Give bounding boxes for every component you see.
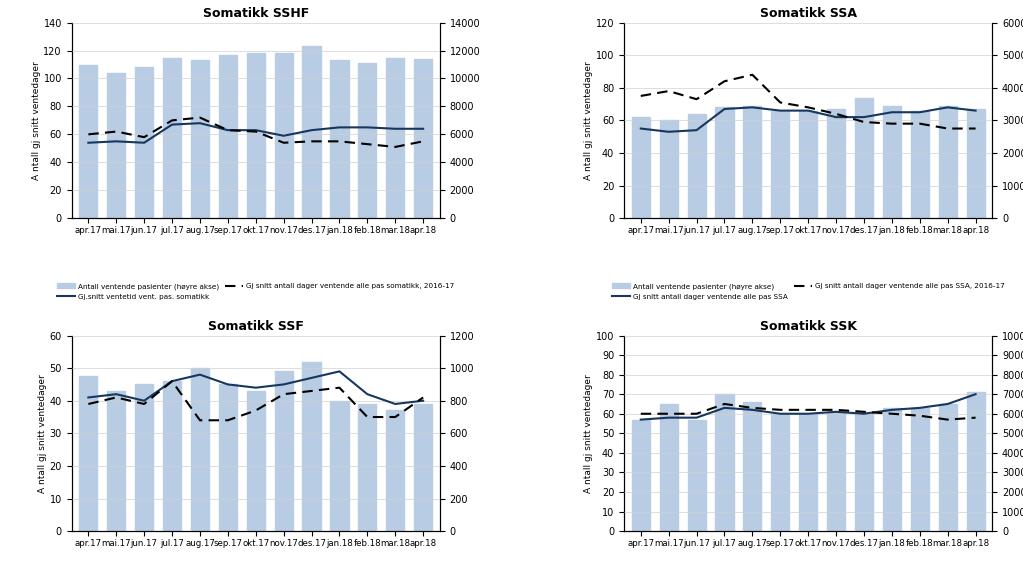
Bar [632, 117, 650, 218]
Bar [387, 58, 404, 218]
Bar [274, 53, 293, 218]
Bar [939, 404, 957, 531]
Bar [799, 111, 817, 218]
Y-axis label: A ntall gj snitt ventedager: A ntall gj snitt ventedager [584, 61, 593, 180]
Bar [163, 58, 181, 218]
Bar [80, 376, 97, 531]
Bar [632, 420, 650, 531]
Title: Somatikk SSK: Somatikk SSK [760, 320, 856, 333]
Bar [967, 109, 984, 218]
Bar [358, 404, 376, 531]
Bar [330, 60, 349, 218]
Bar [414, 404, 433, 531]
Bar [910, 111, 929, 218]
Bar [660, 120, 678, 218]
Bar [135, 384, 153, 531]
Bar [414, 59, 433, 218]
Bar [191, 368, 209, 531]
Bar [827, 412, 845, 531]
Bar [687, 420, 706, 531]
Bar [855, 98, 873, 218]
Title: Somatikk SSHF: Somatikk SSHF [203, 7, 309, 20]
Bar [715, 394, 733, 531]
Bar [358, 63, 376, 218]
Bar [219, 55, 237, 218]
Y-axis label: A ntall gj snitt ventedager: A ntall gj snitt ventedager [584, 374, 593, 493]
Bar [274, 371, 293, 531]
Title: Somatikk SSF: Somatikk SSF [208, 320, 304, 333]
Bar [910, 408, 929, 531]
Bar [660, 404, 678, 531]
Bar [247, 53, 265, 218]
Bar [687, 114, 706, 218]
Bar [219, 384, 237, 531]
Bar [191, 60, 209, 218]
Bar [303, 46, 320, 218]
Bar [163, 381, 181, 531]
Bar [883, 408, 901, 531]
Bar [387, 411, 404, 531]
Bar [107, 391, 126, 531]
Bar [939, 106, 957, 218]
Bar [247, 391, 265, 531]
Bar [715, 107, 733, 218]
Legend: Antall ventende pasienter (høyre akse), Gj.snitt ventetid vent. pas. somatikk, G: Antall ventende pasienter (høyre akse), … [54, 280, 457, 302]
Bar [744, 106, 761, 218]
Bar [883, 106, 901, 218]
Bar [771, 414, 790, 531]
Bar [827, 109, 845, 218]
Title: Somatikk SSA: Somatikk SSA [760, 7, 856, 20]
Bar [330, 401, 349, 531]
Bar [967, 392, 984, 531]
Bar [303, 362, 320, 531]
Bar [135, 67, 153, 218]
Bar [744, 402, 761, 531]
Y-axis label: A ntall gj snitt ventedager: A ntall gj snitt ventedager [38, 374, 47, 493]
Bar [80, 64, 97, 218]
Y-axis label: A ntall gj snitt ventedager: A ntall gj snitt ventedager [32, 61, 41, 180]
Legend: Antall ventende pasienter (høyre akse), Gj snitt antall dager ventende alle pas : Antall ventende pasienter (høyre akse), … [609, 280, 1008, 302]
Bar [799, 414, 817, 531]
Bar [771, 111, 790, 218]
Bar [107, 73, 126, 218]
Bar [855, 412, 873, 531]
